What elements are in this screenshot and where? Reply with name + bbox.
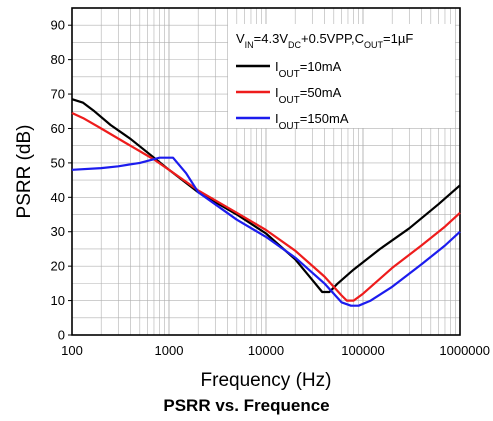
y-tick-label: 20 [51,259,65,274]
x-tick-label: 100 [61,343,83,358]
condition-subscript: DC [288,40,301,50]
condition-part: =4.3V [254,31,289,46]
legend-label-1: IOUT=10mA [275,59,342,80]
y-tick-label: 0 [58,328,65,343]
series-lines [71,98,461,307]
chart-title: PSRR vs. Frequence [163,396,330,415]
legend-label-2: IOUT=50mA [275,85,342,106]
series-line-2 [71,112,461,302]
y-tick-label: 60 [51,121,65,136]
condition-part: =1µF [383,31,413,46]
condition-text: VIN=4.3VDC+0.5VPP,COUT=1µF [236,31,413,50]
y-tick-label: 10 [51,293,65,308]
series-line-3 [71,156,461,307]
x-tick-label: 10000 [248,343,284,358]
x-tick-label: 1000000 [439,343,490,358]
y-tick-label: 30 [51,224,65,239]
y-tick-label: 70 [51,87,65,102]
legend-label-3: IOUT=150mA [275,111,349,132]
x-tick-label: 100000 [341,343,384,358]
legend: VIN=4.3VDC+0.5VPP,COUT=1µF IOUT=10mA IOUT… [228,24,455,132]
tick-labels: 0 10 20 30 40 50 60 70 80 90 100 1000 10000 100000 100… [51,18,490,358]
condition-part: V [236,31,245,46]
x-axis-label: Frequency (Hz) [201,370,332,391]
y-tick-label: 40 [51,190,65,205]
y-axis-label: PSRR (dB) [14,125,35,219]
condition-subscript: IN [245,40,254,50]
condition-part: +0.5VPP,C [301,31,364,46]
y-tick-label: 80 [51,52,65,67]
condition-subscript: OUT [364,40,384,50]
y-tick-label: 90 [51,18,65,33]
plot-frame [71,7,461,336]
legend-background [228,24,455,128]
y-tick-label: 50 [51,155,65,170]
x-tick-label: 1000 [155,343,184,358]
